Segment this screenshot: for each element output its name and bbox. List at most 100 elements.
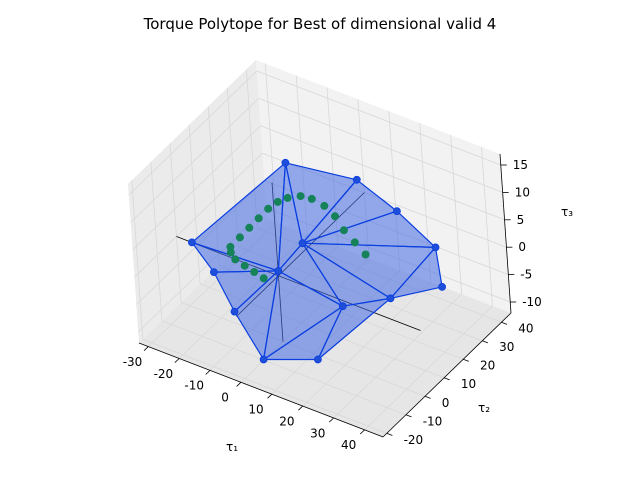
z-axis-line	[499, 153, 512, 314]
polytope-face	[263, 270, 344, 361]
trajectory-point	[231, 255, 240, 264]
polytope-vertex	[298, 239, 307, 248]
trajectory-point	[226, 248, 235, 257]
x-tick-mark	[236, 382, 242, 387]
x-tick-mark	[174, 358, 180, 363]
trajectory	[226, 192, 370, 283]
x-tick-mark	[143, 346, 149, 351]
x-axis-line	[138, 342, 384, 438]
z-tick-label: 5	[517, 213, 525, 227]
grid-line	[142, 338, 387, 434]
trajectory-point	[254, 214, 263, 223]
grid-line	[256, 70, 501, 166]
y-tick-label: 10	[461, 377, 476, 391]
polytope-vertex	[386, 294, 395, 303]
grid-line	[260, 125, 505, 221]
grid-line	[130, 98, 259, 223]
polytope-vertex	[187, 238, 196, 247]
trajectory-point	[296, 192, 305, 201]
y-tick-label: -10	[423, 414, 443, 428]
z-tick-label: -5	[520, 268, 532, 282]
trajectory-point	[320, 201, 329, 210]
trajectory-point	[259, 274, 268, 283]
x-tick-label: -10	[184, 379, 204, 393]
y-tick-mark	[501, 321, 508, 325]
grid-line	[131, 180, 144, 340]
x-tick-label: 0	[221, 391, 229, 405]
polytope-vertex	[281, 158, 290, 167]
trajectory-point	[235, 233, 244, 242]
trajectory-point	[307, 194, 316, 203]
x-tick-mark	[205, 370, 211, 375]
y-tick-label: 20	[480, 359, 495, 373]
trajectory-point	[273, 197, 282, 206]
x-axis-label: τ₁	[226, 440, 238, 454]
grid-line	[302, 281, 431, 407]
polytope-vertex	[230, 307, 239, 316]
trajectory-point	[331, 212, 339, 221]
grid-line	[128, 70, 258, 196]
trajectory-point	[339, 226, 348, 235]
trajectory-point	[245, 223, 254, 232]
polytope-vertex	[313, 355, 322, 364]
back-pane	[256, 60, 511, 313]
grid-line	[258, 98, 503, 193]
grid-line	[169, 143, 182, 303]
grid-line	[481, 146, 493, 306]
x-tick-label: -30	[123, 355, 143, 369]
polytope-vertex	[392, 207, 401, 216]
left-pane	[128, 60, 267, 343]
x-tick-label: 20	[279, 414, 294, 428]
z-tick-label: 10	[515, 185, 530, 199]
trajectory-point	[240, 261, 249, 270]
polytope-vertex	[352, 175, 361, 184]
y-tick-mark	[463, 358, 469, 362]
y-axis-label: τ₂	[478, 401, 490, 415]
z-axis-label: τ₃	[561, 205, 573, 219]
y-tick-label: -20	[404, 433, 424, 447]
z-tick-label: 0	[518, 240, 526, 254]
grid-line	[134, 152, 263, 278]
grid-line	[161, 320, 407, 416]
z-tick-label: 15	[513, 158, 528, 172]
polytope-vertex	[338, 302, 347, 311]
chart-title: Torque Polytope for Best of dimensional …	[143, 15, 497, 33]
y-tick-label: 40	[518, 322, 533, 336]
y-tick-mark	[443, 377, 450, 381]
trajectory-point	[283, 193, 292, 202]
x-tick-label: 30	[310, 426, 325, 440]
grid-line	[188, 124, 201, 284]
polytope-vertex	[438, 282, 447, 291]
trajectory-point	[264, 204, 273, 213]
grid-line	[150, 161, 163, 321]
y-tick-mark	[405, 414, 412, 418]
y-tick-label: 0	[442, 396, 450, 410]
x-tick-mark	[359, 429, 365, 435]
grid-line	[333, 293, 462, 419]
x-tick-label: -20	[154, 367, 174, 381]
y-tick-label: 30	[499, 340, 514, 354]
z-tick-label: -10	[522, 295, 542, 309]
y-tick-mark	[424, 395, 431, 399]
polytope-vertex	[274, 266, 283, 275]
x-tick-label: 10	[248, 403, 263, 417]
y-tick-mark	[386, 432, 393, 436]
polytope-vertex	[209, 268, 218, 277]
trajectory-point	[250, 268, 259, 276]
tick-labels: -30 -20 -10 0 10 20 30 40 -20 -10 0 10 20 30 40 -10 -5 0 5…	[123, 158, 542, 452]
grid-line	[364, 305, 493, 431]
trajectory-point	[361, 250, 370, 259]
x-tick-label: 40	[341, 438, 356, 452]
axes-lines	[138, 153, 512, 438]
y-axis-line	[382, 312, 512, 438]
polytope-vertex	[431, 243, 440, 252]
trajectory-point	[350, 238, 359, 247]
polytope-vertex	[259, 355, 268, 364]
x-tick-mark	[329, 417, 334, 423]
grid-line	[450, 134, 462, 295]
grid-lines	[128, 63, 511, 434]
grid-line	[132, 125, 261, 251]
y-tick-mark	[482, 340, 489, 344]
x-tick-mark	[298, 405, 303, 411]
